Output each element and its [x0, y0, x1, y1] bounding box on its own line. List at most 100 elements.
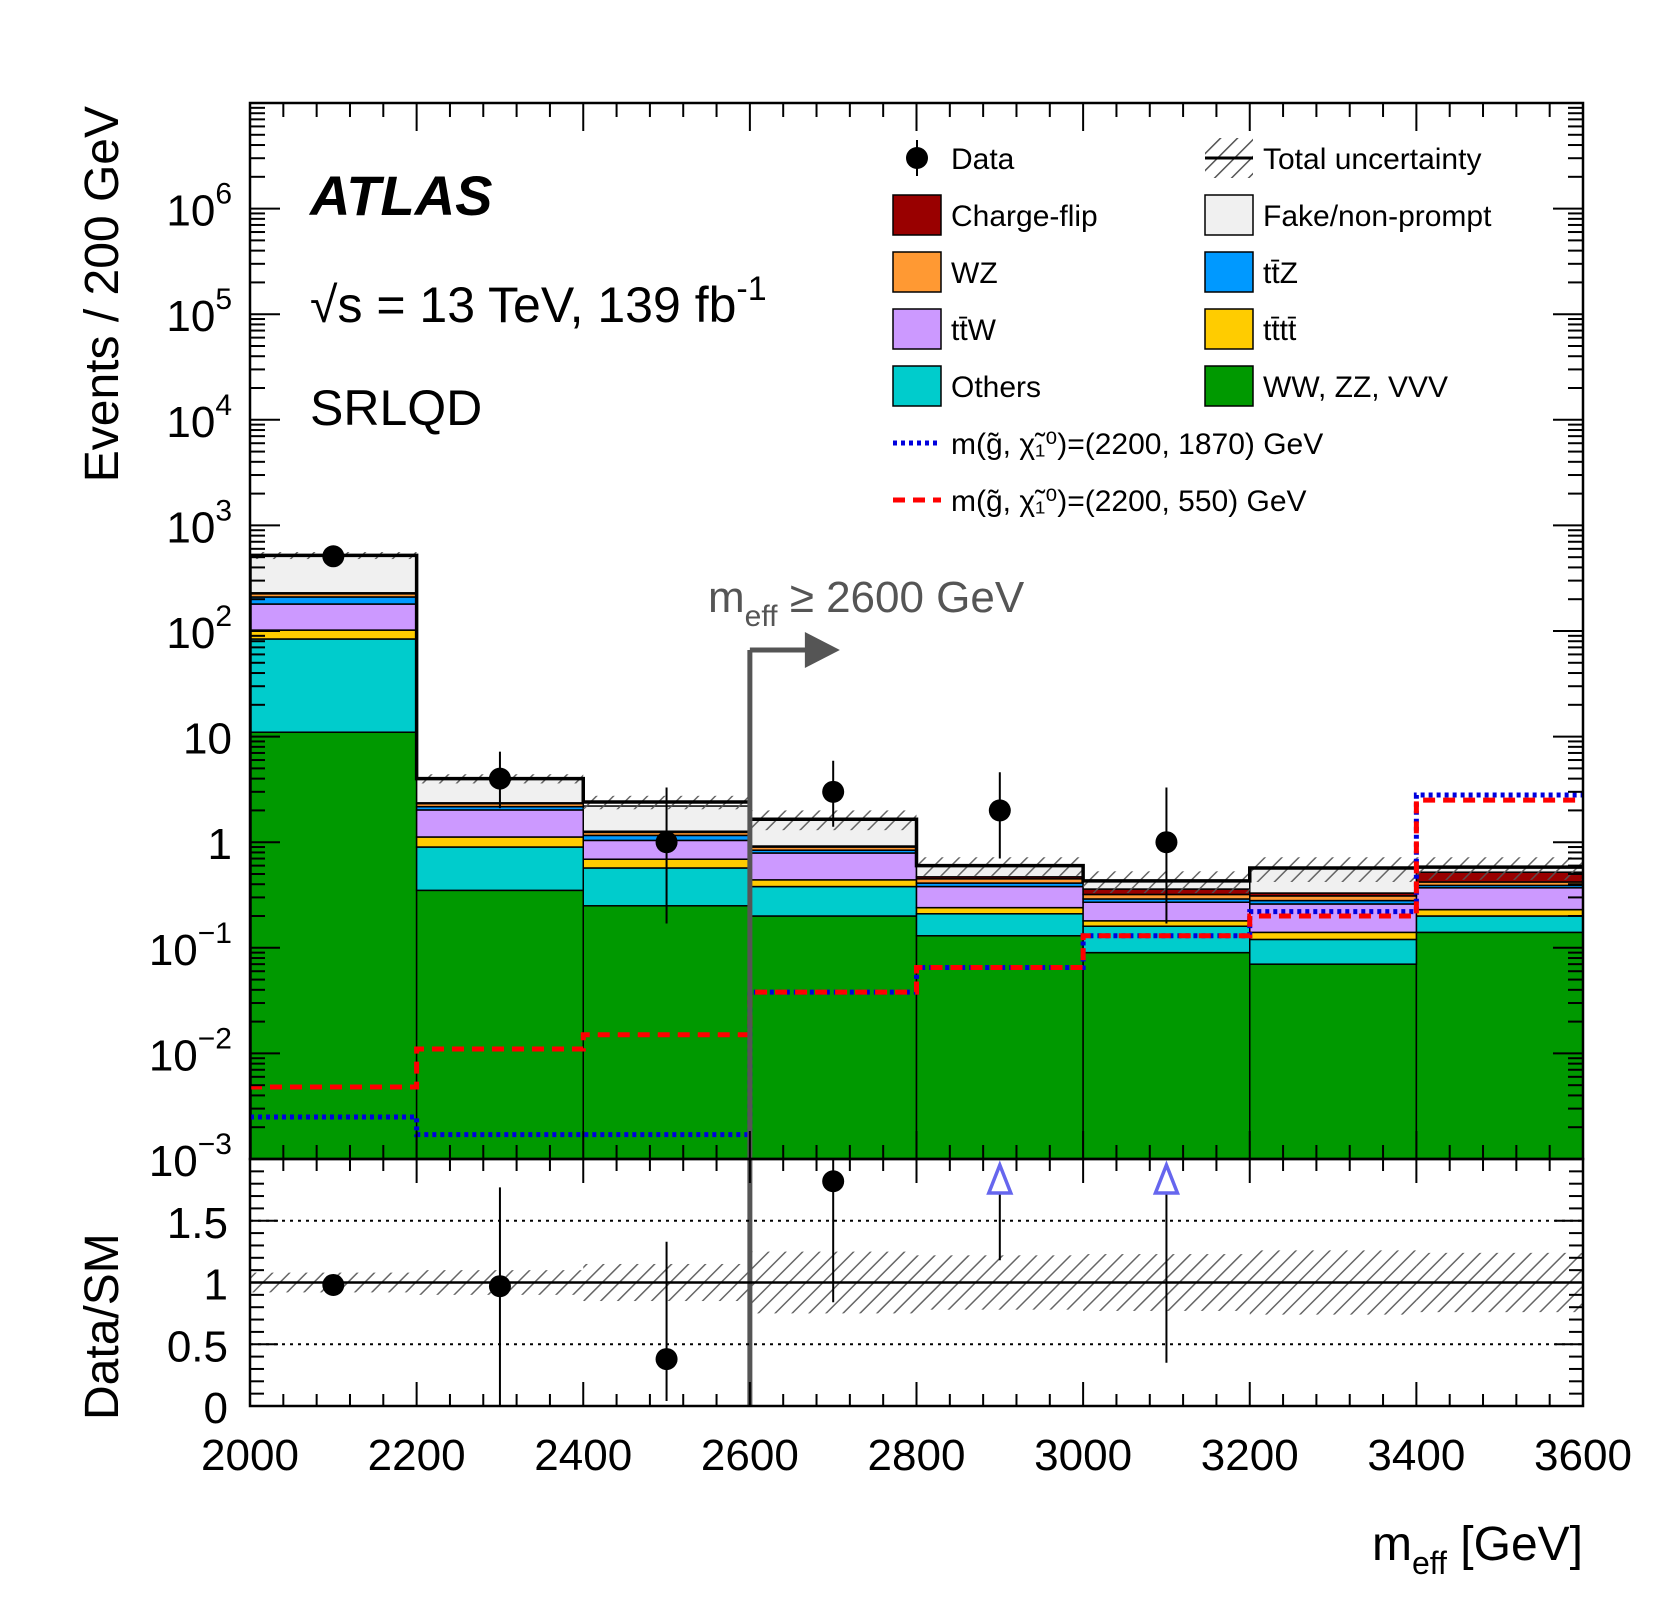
stack-bar: [915, 906, 1084, 915]
y-tick-label: 1: [208, 820, 232, 869]
y-tick-base: 10: [149, 926, 198, 975]
x-tick-label: 3200: [1201, 1431, 1299, 1480]
legend-label: WZ: [951, 257, 998, 290]
x-axis-title-main: m: [1372, 1518, 1412, 1571]
legend-label: Fake/non-prompt: [1263, 200, 1492, 233]
stack-series-0: [250, 731, 1583, 1159]
ratio-y-axis-title: Data/SM: [76, 1233, 129, 1420]
ratio-point: [655, 1348, 678, 1371]
stack-bar: [415, 846, 584, 892]
y-tick-exponent: −2: [198, 1022, 232, 1055]
legend-label: Charge-flip: [951, 200, 1098, 233]
legend-label: tt̄Z: [1263, 257, 1298, 290]
ratio-point: [322, 1273, 345, 1296]
stack-bar: [1415, 931, 1583, 1159]
stack-bar: [1415, 887, 1583, 911]
ratio-y-tick-label: 1: [204, 1261, 228, 1310]
ratio-y-tick-label: 0: [204, 1384, 228, 1433]
y-tick-exponent: 2: [215, 600, 232, 633]
legend-label: WW, ZZ, VVV: [1263, 371, 1448, 404]
ratio-y-tick-label: 1.5: [167, 1199, 228, 1248]
legend-entry: Charge-flip: [892, 194, 1098, 236]
legend-entry: Total uncertainty: [1205, 138, 1481, 178]
legend-entry: Fake/non-prompt: [1204, 194, 1492, 236]
y-tick-label: 10−1: [149, 917, 232, 975]
x-axis-title-rest: [GeV]: [1447, 1518, 1583, 1571]
stack-bar: [250, 596, 418, 605]
stack-bar: [1249, 931, 1418, 941]
y-tick-base: 10: [183, 715, 232, 764]
y-tick-exponent: 4: [215, 389, 232, 422]
x-tick-label: 2200: [368, 1431, 466, 1480]
legend-label: Data: [951, 143, 1015, 176]
stack-bar: [915, 885, 1084, 909]
data-points: [322, 545, 1178, 924]
stack-bar: [415, 809, 584, 838]
x-tick-label: 2000: [201, 1431, 299, 1480]
stack-bar: [250, 638, 418, 733]
total-sm-outline: [250, 553, 1583, 1159]
stack-bar: [749, 885, 918, 917]
stack-bar: [1082, 925, 1251, 954]
stack-bar: [1249, 903, 1418, 934]
ratio-point: [488, 1275, 511, 1298]
data-point: [1155, 831, 1178, 854]
energy-label: √s = 13 TeV, 139 fb-1: [310, 270, 767, 333]
stack-bar: [749, 879, 918, 888]
legend-entry: Data: [906, 140, 1015, 176]
stack-bar: [415, 836, 584, 848]
x-axis-title-sub: eff: [1412, 1545, 1447, 1581]
y-tick-base: 10: [166, 292, 215, 341]
legend-entry: tt̄tt̄: [1204, 308, 1297, 350]
legend-swatch: [892, 308, 942, 350]
legend-label: tt̄tt̄: [1263, 314, 1297, 347]
atlas-label: ATLAS: [308, 164, 493, 227]
y-tick-base: 10: [149, 1031, 198, 1080]
stack-bar: [1249, 963, 1418, 1159]
y-tick-label: 104: [166, 389, 232, 447]
data-point: [322, 545, 345, 568]
cut-label-rest: ≥ 2600 GeV: [777, 573, 1024, 622]
legend-swatch: [892, 194, 942, 236]
ratio-point: [822, 1170, 845, 1193]
axes: 2000 2200 2400 2600 2800 3000 3200 3400 360010−3…: [149, 103, 1632, 1480]
legend-label: Others: [951, 371, 1041, 404]
legend-swatch: [1204, 251, 1254, 293]
y-tick-exponent: 3: [215, 494, 232, 527]
stack-bar: [250, 731, 418, 1159]
y-tick-base: 10: [166, 609, 215, 658]
legend-label: m(g̃, χ̃₁⁰)=(2200, 550) GeV: [951, 485, 1307, 518]
y-tick-base: 10: [149, 1137, 198, 1186]
signal-lines: [250, 792, 1583, 1138]
ratio-y-tick-label: 0.5: [167, 1322, 228, 1371]
signal-line-1: [250, 797, 1583, 1090]
y-tick-label: 106: [166, 178, 232, 236]
ratio-reference-lines: [250, 1219, 1583, 1346]
legend-entry: WW, ZZ, VVV: [1204, 365, 1448, 407]
x-tick-label: 3400: [1367, 1431, 1465, 1480]
legend-swatch: [1204, 365, 1254, 407]
y-tick-label: 10−2: [149, 1022, 232, 1080]
legend-swatch: [1204, 308, 1254, 350]
y-tick-label: 103: [166, 494, 232, 552]
legend-entry: m(g̃, χ̃₁⁰)=(2200, 1870) GeV: [893, 428, 1323, 461]
x-tick-label: 2400: [534, 1431, 632, 1480]
legend: Data Total uncertainty Charge-flip Fake/non…: [892, 138, 1492, 518]
legend-swatch: [1204, 194, 1254, 236]
legend-label: m(g̃, χ̃₁⁰)=(2200, 1870) GeV: [951, 428, 1323, 461]
y-tick-base: 10: [166, 187, 215, 236]
y-tick-exponent: −3: [198, 1128, 232, 1161]
y-tick-exponent: 5: [215, 283, 232, 316]
legend-entry: WZ: [892, 251, 998, 293]
y-tick-base: 10: [166, 503, 215, 552]
stack-series-1: [250, 638, 1583, 965]
legend-entry: tt̄Z: [1204, 251, 1298, 293]
ratio-off-scale-arrow: [986, 1160, 1014, 1195]
stack-bar: [1415, 915, 1583, 934]
legend-entry: tt̄W: [892, 308, 997, 350]
legend-swatch: [892, 365, 942, 407]
cut-label-sub: eff: [745, 600, 778, 633]
stack-bar: [1415, 908, 1583, 917]
legend-entry: Others: [892, 365, 1041, 407]
cut-arrow-head: [804, 632, 840, 668]
